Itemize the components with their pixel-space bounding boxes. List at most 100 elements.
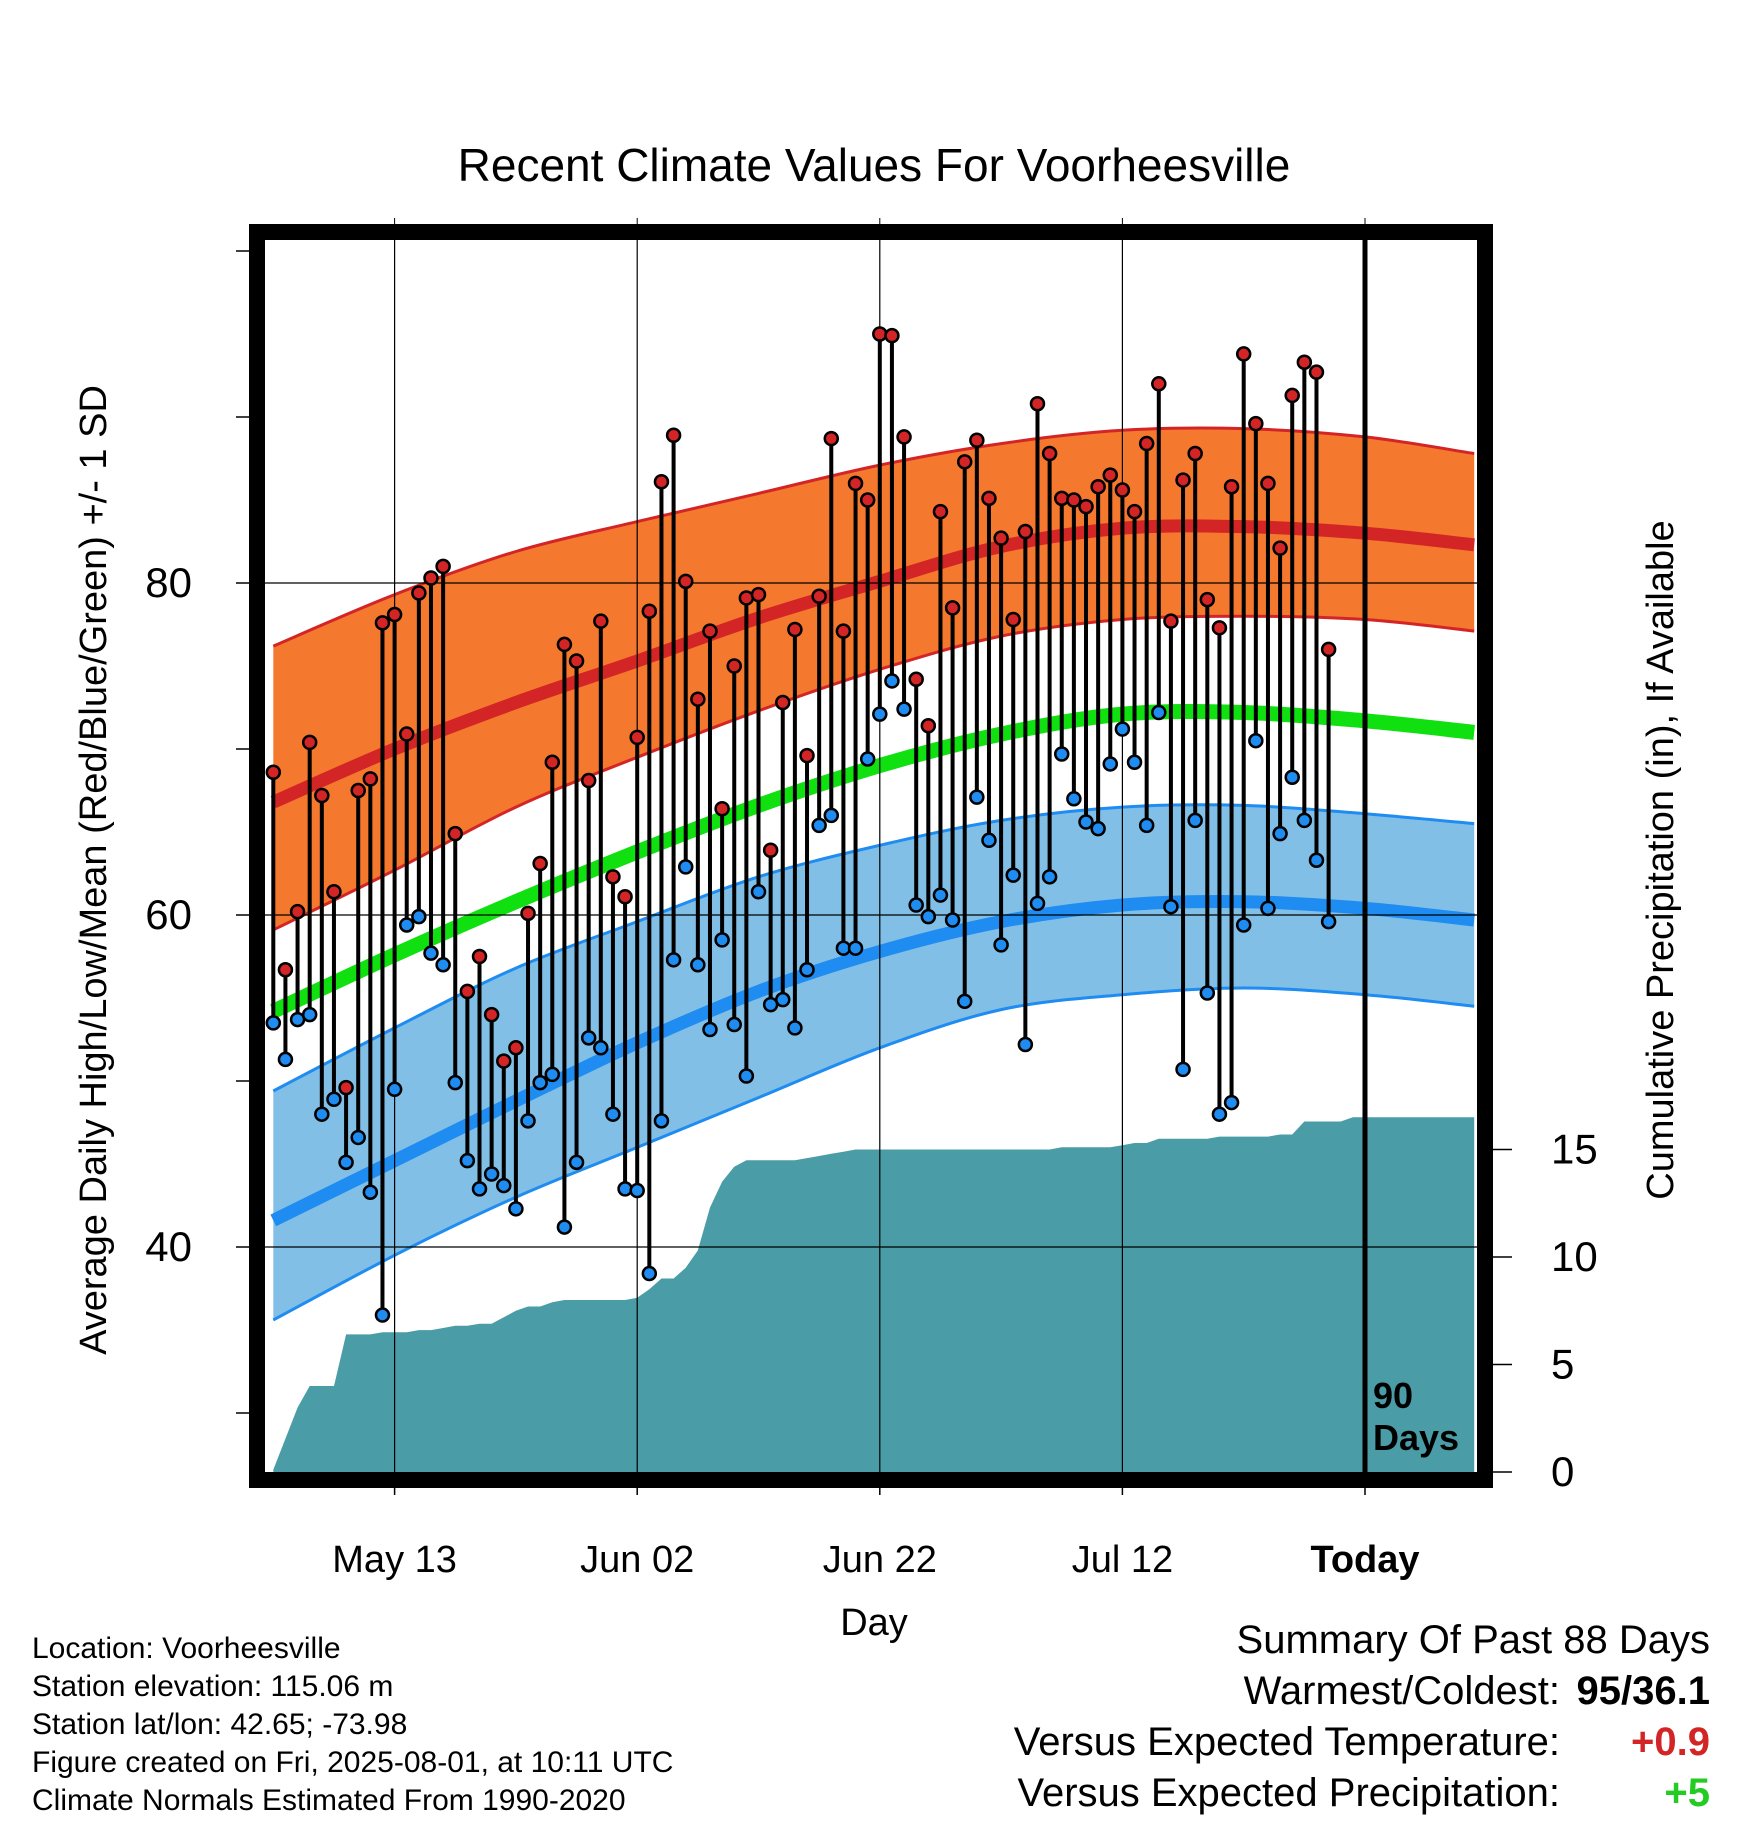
daily-high-point <box>920 718 937 734</box>
daily-low-point <box>386 1081 403 1098</box>
daily-high-point <box>1187 445 1203 462</box>
daily-high-point <box>702 623 718 639</box>
daily-low-point <box>314 1106 330 1122</box>
daily-high-point <box>1308 364 1325 380</box>
daily-high-point <box>799 747 815 764</box>
precip-area <box>273 1117 1475 1472</box>
daily-low-point <box>1199 985 1216 1001</box>
x-tick-label: Jun 02 <box>580 1539 694 1581</box>
daily-high-point <box>277 962 294 978</box>
y-tick-label: 80 <box>145 559 192 606</box>
daily-low-point <box>1126 754 1143 771</box>
station-info: Location: Voorheesville Station elevatio… <box>32 1630 673 1820</box>
daily-low-point <box>1138 817 1155 834</box>
daily-high-point <box>1041 445 1058 462</box>
daily-low-point <box>653 1113 670 1129</box>
daily-low-point <box>944 912 961 928</box>
daily-low-point <box>1017 1036 1034 1053</box>
daily-low-point <box>520 1113 536 1129</box>
daily-low-point <box>1308 852 1325 868</box>
daily-low-point <box>787 1020 803 1036</box>
daily-low-point <box>738 1068 755 1084</box>
daily-low-point <box>326 1091 342 1108</box>
daily-high-point <box>835 623 852 639</box>
daily-low-point <box>799 962 815 978</box>
daily-low-point <box>423 945 439 961</box>
daily-low-point <box>568 1154 585 1171</box>
daily-high-point <box>338 1079 354 1096</box>
daily-high-point <box>981 490 997 507</box>
daily-high-point <box>580 772 597 789</box>
daily-low-point <box>665 952 682 968</box>
daily-low-point <box>277 1051 294 1068</box>
daily-low-point <box>1114 721 1131 737</box>
daily-low-point <box>580 1030 597 1046</box>
daily-high-point <box>762 842 779 859</box>
daily-high-point <box>326 884 342 900</box>
daily-high-point <box>362 771 379 787</box>
daily-high-point <box>653 473 670 490</box>
summary-panel: Summary Of Past 88 Days Warmest/Coldest:… <box>1014 1618 1710 1822</box>
daily-high-point <box>859 492 876 508</box>
daily-high-point <box>1272 540 1288 556</box>
summary-warmest-row: Warmest/Coldest: 95/36.1 <box>1014 1669 1710 1720</box>
summary-heading: Summary Of Past 88 Days <box>1236 1618 1710 1662</box>
daily-low-point <box>956 993 973 1010</box>
daily-high-point <box>301 734 318 751</box>
daily-high-point <box>993 530 1009 546</box>
daily-low-point <box>617 1181 633 1197</box>
daily-low-point <box>508 1201 524 1217</box>
daily-high-point <box>690 691 706 707</box>
daily-high-point <box>665 427 682 444</box>
daily-low-point <box>1284 769 1300 785</box>
daily-low-point <box>726 1016 742 1033</box>
y2-axis-ticks: 0 5 10 15 <box>1493 1126 1598 1495</box>
daily-high-point <box>411 585 427 601</box>
x-axis-ticks: May 13 Jun 02 Jun 22 Jul 12 Today <box>332 218 1420 1581</box>
x-tick-label: Jul 12 <box>1072 1539 1173 1581</box>
daily-high-point <box>787 621 803 638</box>
daily-low-point <box>908 897 924 913</box>
daily-low-point <box>1260 900 1276 917</box>
daily-low-point <box>1029 895 1046 912</box>
daily-high-point <box>969 432 985 448</box>
y-axis-label: Average Daily High/Low/Mean (Red/Blue/Gr… <box>73 385 115 1355</box>
daily-high-point <box>811 588 827 605</box>
daily-high-point <box>350 782 366 799</box>
daily-high-point <box>447 825 463 842</box>
y-tick-label: 40 <box>145 1223 192 1270</box>
plot-content: 90 Days <box>265 240 1477 1472</box>
daily-high-point <box>1284 387 1300 404</box>
daily-high-point <box>932 503 949 520</box>
daily-low-point <box>447 1074 463 1091</box>
daily-low-point <box>1272 825 1288 842</box>
daily-low-point <box>1320 913 1337 930</box>
daily-low-point <box>641 1265 658 1282</box>
daily-low-point <box>750 884 767 900</box>
y2-axis-label: Cumulative Precipitation (in), If Availa… <box>1640 520 1682 1199</box>
daily-low-point <box>884 673 900 689</box>
daily-low-point <box>1005 867 1021 883</box>
daily-markers <box>265 326 1337 1323</box>
daily-low-point <box>532 1074 548 1091</box>
daily-low-point <box>981 832 997 849</box>
daily-high-point <box>1223 478 1240 495</box>
daily-low-point <box>969 789 985 805</box>
chart-title: Recent Climate Values For Voorheesville <box>458 139 1291 191</box>
daily-high-point <box>544 754 561 771</box>
daily-high-point <box>1005 611 1021 628</box>
created-text: Figure created on Fri, 2025-08-01, at 10… <box>32 1746 674 1779</box>
elevation-text: Station elevation: 115.06 m <box>32 1670 394 1703</box>
daily-low-point <box>338 1154 354 1171</box>
daily-low-point <box>1235 917 1252 933</box>
daily-low-point <box>823 807 840 824</box>
daily-low-point <box>1054 746 1070 762</box>
daily-high-point <box>1248 415 1264 432</box>
warmest-value: 95/36.1 <box>1576 1669 1710 1713</box>
daily-high-point <box>884 327 900 344</box>
temp-value: +0.9 <box>1631 1720 1710 1764</box>
y2-tick-label: 5 <box>1551 1341 1574 1388</box>
daily-low-point <box>714 932 730 948</box>
daily-high-point <box>956 454 973 470</box>
